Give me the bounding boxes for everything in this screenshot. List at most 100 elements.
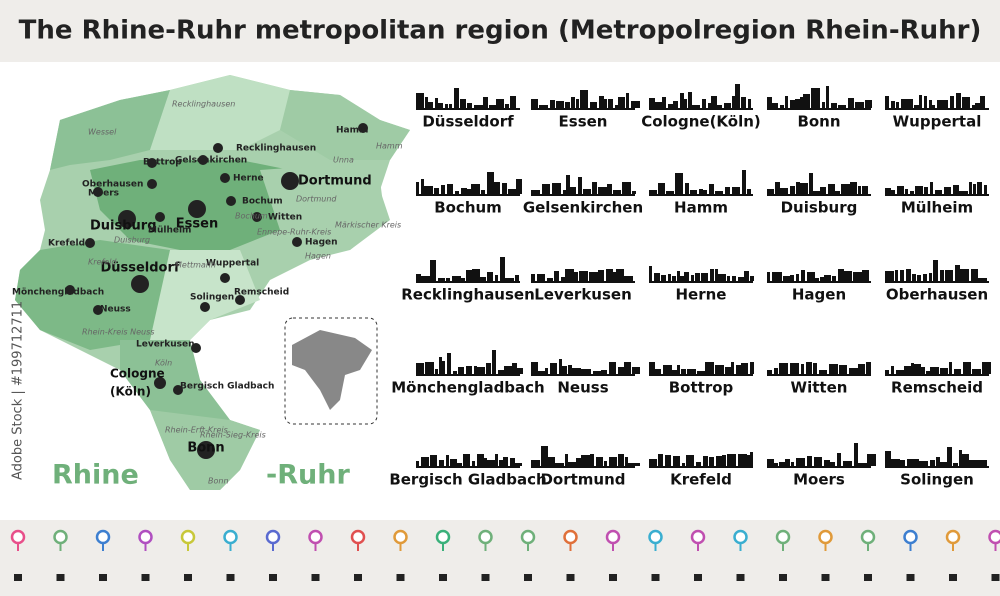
building — [803, 94, 810, 108]
district-label: Märkischer Kreis — [335, 221, 401, 230]
small-icon — [184, 574, 192, 581]
small-icon — [991, 574, 1000, 581]
building — [550, 100, 555, 108]
building — [628, 463, 632, 466]
skyline — [531, 90, 640, 110]
building — [673, 101, 678, 108]
building — [435, 98, 438, 108]
building — [568, 365, 572, 374]
region-label: Rhine — [52, 460, 139, 491]
building — [901, 99, 909, 108]
building — [929, 273, 932, 281]
building — [767, 370, 772, 374]
building — [601, 370, 607, 374]
building — [583, 189, 591, 194]
building — [613, 190, 621, 194]
building — [555, 463, 564, 466]
city-dot — [65, 285, 75, 295]
building — [969, 460, 978, 466]
building — [446, 278, 450, 281]
building — [568, 462, 576, 466]
skyline — [649, 170, 753, 196]
building — [703, 456, 708, 466]
district — [150, 75, 290, 150]
small-icon — [56, 574, 65, 581]
building — [919, 95, 922, 108]
building — [775, 182, 780, 194]
building — [779, 462, 785, 466]
skyline-label: Recklinghausen — [401, 286, 535, 304]
building — [547, 278, 553, 281]
building — [790, 275, 794, 281]
building — [439, 357, 442, 374]
building — [570, 187, 576, 194]
pin-icon — [775, 529, 791, 545]
district-label: Rhein-Erft-Kreis — [165, 426, 228, 435]
building — [662, 97, 666, 108]
building — [949, 362, 952, 374]
district — [15, 240, 180, 350]
skyline-base — [531, 281, 635, 283]
building — [930, 460, 935, 466]
building — [976, 369, 981, 374]
building — [608, 99, 613, 108]
skyline — [649, 84, 753, 110]
building — [907, 459, 916, 466]
skyline-base — [531, 374, 635, 376]
building — [474, 366, 477, 374]
skyline-base — [416, 281, 520, 283]
skyline-base — [416, 194, 520, 196]
city-dot — [173, 385, 183, 395]
building — [655, 102, 662, 108]
building — [531, 190, 540, 194]
small-icon — [481, 574, 490, 581]
building — [732, 276, 736, 281]
inset-frame — [284, 317, 378, 425]
building — [504, 366, 512, 374]
building — [691, 275, 694, 281]
building — [715, 191, 723, 194]
building — [982, 362, 991, 374]
building — [618, 97, 625, 108]
building — [463, 454, 470, 466]
building — [962, 454, 969, 466]
pin-icon — [903, 529, 918, 545]
building — [439, 460, 444, 466]
skyline — [885, 260, 989, 283]
building — [796, 458, 805, 466]
building — [984, 185, 987, 194]
skyline-base — [767, 281, 871, 283]
skyline-base — [885, 281, 989, 283]
district-label: Köln — [155, 359, 172, 368]
building — [686, 455, 694, 466]
skyline-base — [416, 374, 520, 376]
building — [933, 260, 938, 281]
building — [813, 191, 820, 194]
building — [697, 371, 705, 374]
building — [807, 456, 812, 466]
building — [839, 365, 847, 374]
building — [780, 188, 788, 194]
building — [747, 189, 751, 194]
city-label: Wuppertal — [206, 259, 259, 269]
icon-bar — [0, 520, 1000, 596]
building — [722, 455, 726, 466]
building — [550, 363, 557, 374]
building — [658, 183, 665, 194]
building — [649, 362, 655, 374]
building — [750, 276, 754, 281]
pin-icon — [520, 529, 536, 545]
building — [790, 363, 799, 374]
skyline — [531, 269, 635, 283]
skyline — [649, 452, 753, 468]
building — [891, 459, 900, 466]
building — [677, 365, 680, 374]
building — [855, 102, 864, 108]
building — [963, 362, 971, 374]
pin-icon — [265, 529, 281, 545]
building — [425, 362, 434, 374]
building — [809, 173, 813, 194]
district-label: Mettmann — [175, 261, 216, 270]
skyline-label: Wuppertal — [893, 113, 982, 131]
building — [866, 362, 871, 374]
